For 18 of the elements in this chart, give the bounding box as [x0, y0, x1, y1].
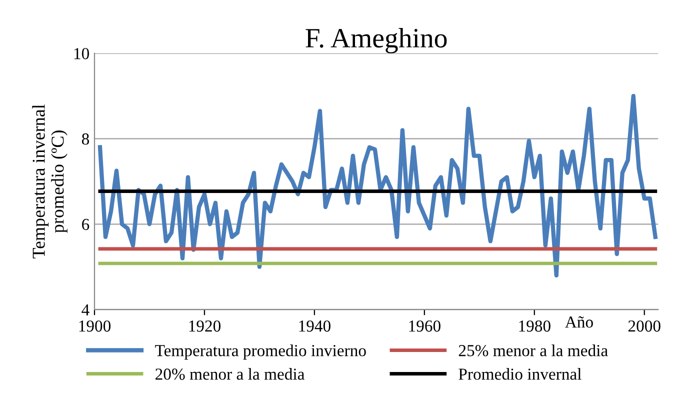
x-tick-label: 1980 [519, 320, 550, 332]
x-axis-title: Año [565, 316, 593, 328]
legend-label: 20% menor a la media [156, 368, 305, 380]
legend-label: Temperatura promedio invierno [155, 344, 366, 360]
y-tick-label: 10 [74, 48, 90, 60]
line-series [98, 94, 658, 278]
y-tick-label: 6 [82, 218, 90, 230]
x-tick-label: 1940 [299, 320, 330, 332]
x-tick-label: 1960 [409, 320, 440, 332]
chart-title: F. Ameghino [306, 28, 447, 54]
y-tick-label: 4 [82, 304, 90, 316]
legend-label: 25% menor a la media [458, 344, 608, 356]
legend-label: Promedio invernal [458, 368, 582, 380]
x-tick-label: 1920 [189, 320, 221, 332]
y-axis-title: Temperatura invernal promedio (ºC) [32, 104, 68, 258]
y-tick-label: 8 [82, 133, 90, 145]
x-tick-label: 1900 [79, 320, 111, 332]
x-tick-label: 2000 [628, 320, 660, 332]
